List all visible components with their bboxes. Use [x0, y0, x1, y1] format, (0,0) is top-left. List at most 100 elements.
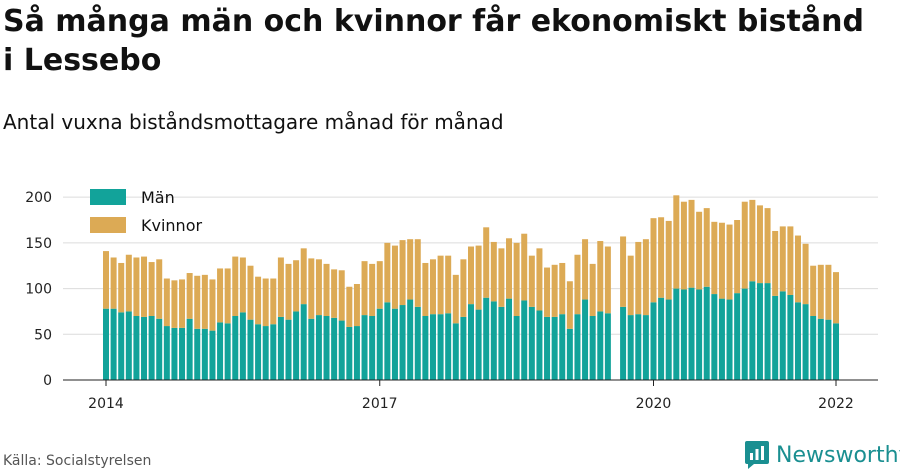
bar-segment-women [764, 208, 771, 284]
bar-segment-women [718, 222, 725, 299]
bar-segment-women [110, 257, 117, 309]
bar-segment-women [125, 254, 132, 312]
bar-segment-men [110, 308, 117, 380]
bar-segment-women [597, 241, 604, 312]
y-tick-label: 200 [25, 190, 52, 206]
bar-segment-women [711, 221, 718, 295]
bar-segment-men [582, 299, 589, 380]
bar-segment-men [528, 306, 535, 380]
bar-segment-men [437, 314, 444, 380]
x-tick-label: 2020 [636, 396, 672, 412]
bar-segment-women [300, 248, 307, 305]
bar-segment-men [597, 311, 604, 380]
bar-segment-women [741, 201, 748, 289]
bar-segment-men [262, 326, 269, 380]
bar-segment-men [429, 314, 436, 380]
bar-segment-men [559, 314, 566, 380]
bar-segment-men [186, 318, 193, 380]
bar-segment-women [171, 280, 178, 328]
bar-segment-men [764, 283, 771, 380]
bar-segment-women [384, 242, 391, 303]
legend-swatch-men [90, 189, 126, 205]
bar-segment-women [201, 274, 208, 329]
bar-segment-men [460, 316, 467, 380]
bar-segment-women [369, 263, 376, 316]
legend-label-men: Män [141, 188, 175, 207]
bar-segment-women [658, 217, 665, 298]
bar-segment-women [551, 264, 558, 317]
bar-segment-women [399, 240, 406, 306]
bar-segment-men [506, 298, 513, 380]
bar-segment-men [125, 311, 132, 380]
y-tick-label: 150 [25, 236, 52, 252]
bar-segment-men [604, 313, 611, 380]
bar-segment-men [133, 316, 140, 380]
bar-segment-men [711, 294, 718, 380]
bar-segment-women [544, 267, 551, 317]
y-tick-label: 100 [25, 282, 52, 298]
bar-segment-women [673, 195, 680, 289]
bar-segment-men [810, 316, 817, 380]
bar-segment-women [346, 286, 353, 327]
bar-segment-women [141, 256, 148, 317]
bar-segment-women [247, 265, 254, 320]
bar-segment-women [833, 272, 839, 324]
bar-segment-men [490, 301, 497, 380]
bar-segment-men [179, 327, 186, 380]
bar-segment-men [726, 299, 733, 380]
legend-label-women: Kvinnor [141, 216, 202, 235]
bar-segment-men [566, 328, 573, 380]
bar-segment-women [163, 278, 170, 327]
bar-segment-men [665, 299, 672, 380]
bar-segment-women [574, 254, 581, 315]
bar-segment-men [171, 327, 178, 380]
bar-segment-women [209, 279, 216, 331]
bar-segment-men [817, 318, 824, 380]
bar-segment-men [650, 302, 657, 380]
bar-segment-men [346, 326, 353, 380]
x-axis-ticks: 2014 2017 2020 2022 [88, 380, 854, 412]
bar-segment-men [468, 304, 474, 380]
bar-segment-men [384, 302, 391, 380]
bar-segment-women [475, 245, 482, 310]
newsworthy-logo-icon [745, 441, 769, 469]
bar-segment-women [445, 255, 452, 314]
bar-segment-women [391, 245, 398, 309]
bar-segment-women [528, 255, 535, 307]
bar-segment-men [217, 322, 224, 380]
bar-segment-women [756, 205, 763, 284]
bar-segment-women [483, 227, 490, 298]
bar-segment-men [300, 304, 307, 380]
bar-segment-women [635, 241, 642, 315]
legend: Män Kvinnor [90, 188, 202, 235]
bar-segment-men [483, 297, 490, 380]
bar-segment-women [589, 263, 596, 316]
bar-segment-women [779, 226, 786, 292]
bar-segment-men [825, 319, 832, 380]
bar-segment-women [331, 269, 338, 318]
bar-segment-women [521, 233, 528, 301]
bar-segment-women [315, 259, 322, 316]
bar-segment-men [741, 288, 748, 380]
bar-segment-men [255, 324, 262, 380]
brand-logo[interactable]: Newsworthy [744, 440, 900, 470]
bar-segment-men [422, 316, 429, 380]
bar-segment-men [680, 289, 687, 380]
bar-segment-women [810, 265, 817, 316]
bar-segment-men [794, 302, 801, 380]
bar-segment-women [680, 201, 687, 290]
bar-segment-men [163, 326, 170, 380]
bar-segment-women [262, 278, 269, 327]
bar-segment-men [635, 314, 642, 380]
bar-segment-women [749, 199, 756, 282]
bar-segment-men [103, 308, 109, 380]
bar-segment-women [429, 259, 436, 315]
bar-segment-women [696, 211, 703, 290]
bar-segment-men [232, 316, 239, 380]
bars [103, 195, 839, 380]
bar-segment-men [376, 308, 383, 380]
bar-segment-men [536, 310, 543, 380]
bar-segment-men [407, 299, 414, 380]
bar-segment-women [285, 263, 292, 320]
bar-segment-women [787, 226, 794, 295]
